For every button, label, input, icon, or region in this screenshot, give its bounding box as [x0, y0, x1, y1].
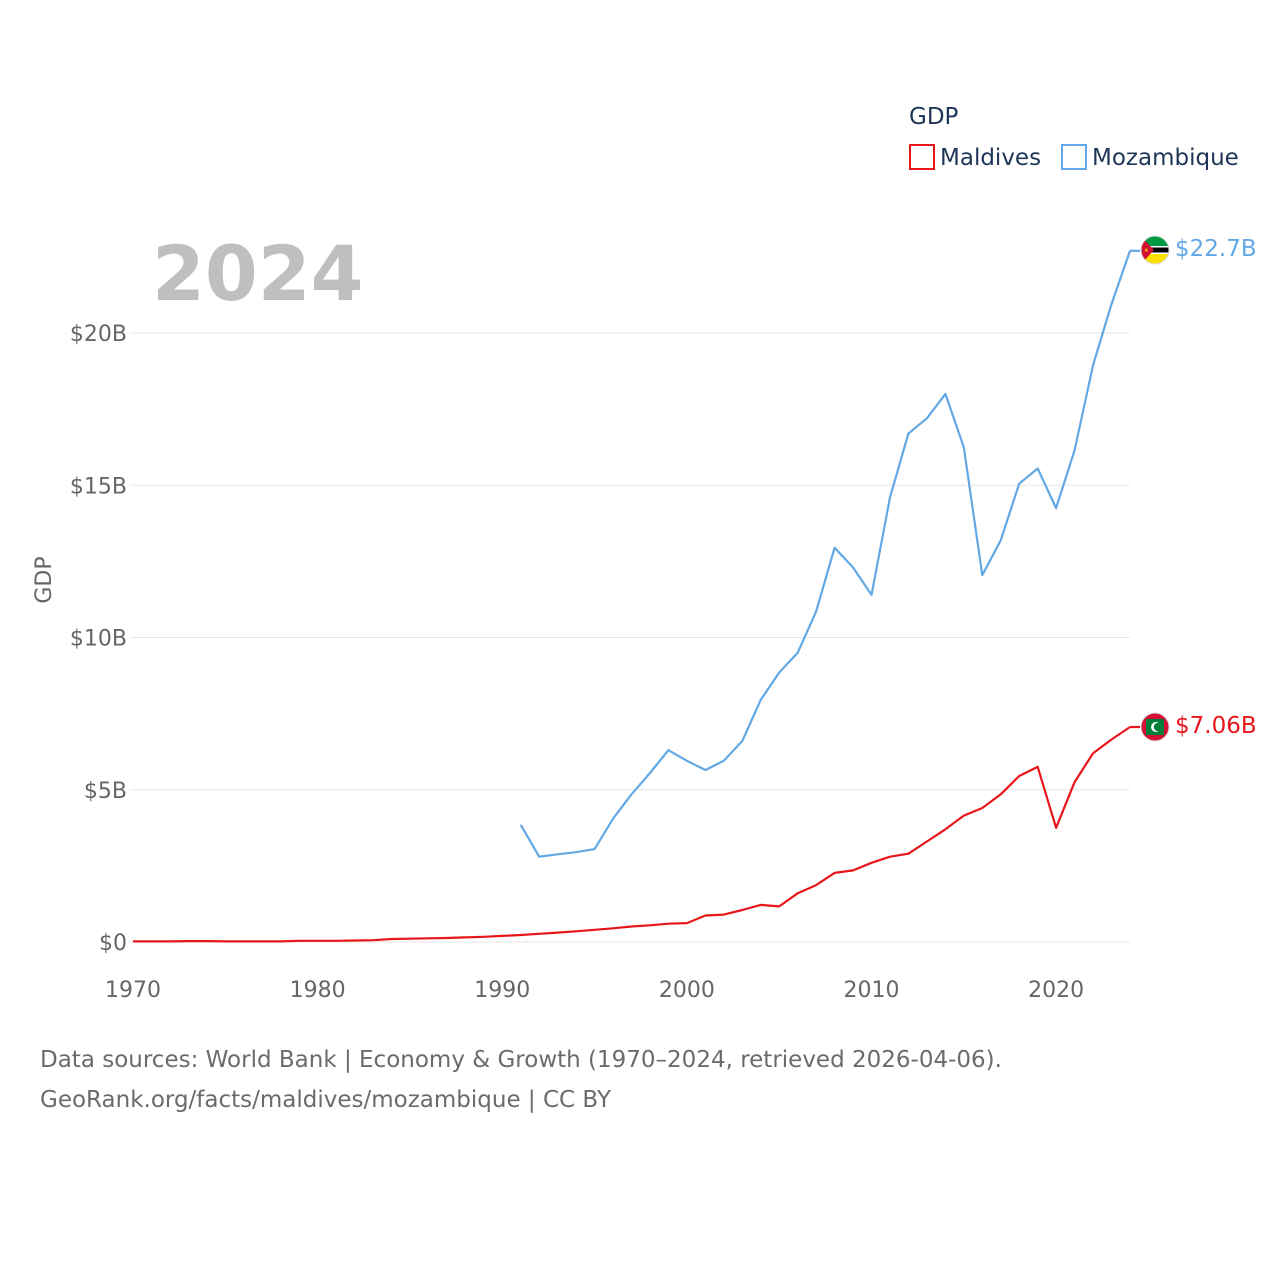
- series-lines: [133, 249, 1140, 943]
- y-tick-label: $15B: [70, 474, 127, 499]
- data-source-note: Data sources: World Bank | Economy & Gro…: [40, 1040, 1240, 1120]
- sources-line: Data sources: World Bank | Economy & Gro…: [40, 1047, 1002, 1073]
- attribution-line[interactable]: GeoRank.org/facts/maldives/mozambique | …: [40, 1087, 611, 1113]
- x-tick-label: 2020: [1028, 978, 1084, 1003]
- legend-item-mozambique[interactable]: Mozambique: [1061, 144, 1239, 171]
- y-axis-title: GDP: [32, 556, 57, 603]
- end-label-maldives: $7.06B: [1175, 713, 1257, 739]
- y-tick-label: $5B: [84, 779, 127, 804]
- series-line-maldives[interactable]: [133, 726, 1131, 943]
- legend-title: GDP: [909, 104, 959, 130]
- y-tick-label: $20B: [70, 322, 127, 347]
- legend-item-maldives[interactable]: Maldives: [909, 144, 1041, 171]
- y-tick-label: $0: [99, 931, 127, 956]
- legend-swatch-maldives: [909, 144, 935, 170]
- x-tick-label: 1970: [105, 978, 161, 1003]
- x-tick-label: 2010: [844, 978, 900, 1003]
- x-tick-label: 2000: [659, 978, 715, 1003]
- legend: GDP Maldives Mozambique: [909, 104, 1239, 171]
- maldives-flag-icon: [1140, 712, 1170, 742]
- x-tick-label: 1980: [290, 978, 346, 1003]
- gdp-chart: $0 $5B $10B $15B $20B 1970 1980 1990 2000 2010 20…: [32, 104, 1257, 1003]
- legend-label-mozambique: Mozambique: [1092, 145, 1239, 171]
- x-tick-label: 1990: [474, 978, 530, 1003]
- x-axis-ticks: 1970 1980 1990 2000 2010 2020: [105, 978, 1084, 1003]
- y-tick-label: $10B: [70, 627, 127, 652]
- series-line-mozambique[interactable]: [519, 250, 1132, 858]
- legend-swatch-mozambique: [1061, 144, 1087, 170]
- gridlines: [130, 332, 1130, 943]
- legend-label-maldives: Maldives: [940, 145, 1041, 171]
- y-axis-ticks: $0 $5B $10B $15B $20B: [70, 322, 127, 956]
- mozambique-flag-icon: [1140, 235, 1170, 265]
- current-year-label: 2024: [152, 229, 364, 318]
- end-label-mozambique: $22.7B: [1175, 236, 1257, 262]
